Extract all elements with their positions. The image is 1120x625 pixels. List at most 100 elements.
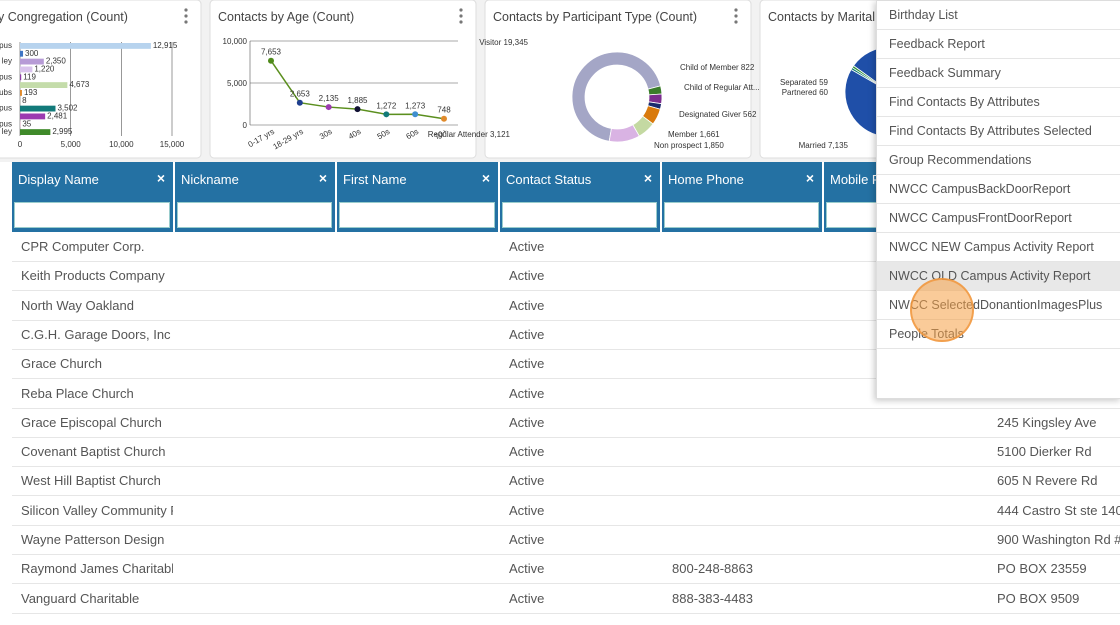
menu-item[interactable]: NWCC CampusFrontDoorReport	[877, 204, 1120, 233]
bar	[20, 66, 33, 73]
menu-item[interactable]: Group Recommendations	[877, 146, 1120, 175]
slice	[571, 51, 662, 142]
column-filter[interactable]	[177, 202, 332, 228]
point	[296, 99, 303, 106]
value-label: 1,220	[34, 65, 55, 74]
value-label: 4,673	[69, 80, 90, 89]
category-label: pus	[0, 104, 12, 113]
column-remove: ×	[481, 170, 490, 186]
cell: Active	[509, 444, 545, 460]
point	[383, 111, 390, 118]
column-title: Mobile P	[830, 172, 881, 187]
menu-item[interactable]: Birthday List	[877, 1, 1120, 30]
kebab-dot	[734, 20, 738, 24]
slice-label: Child of Member 822	[680, 63, 755, 72]
reports-menu: Birthday List Feedback Report Feedback Sum…	[876, 0, 1120, 399]
cell: CPR Computer Corp.	[21, 239, 145, 254]
cell: 245 Kingsley Ave	[997, 414, 1097, 430]
grid-row[interactable]: Wayne Patterson Design Active 900 Washingt…	[12, 525, 1120, 555]
slice-label: Separated 59	[780, 78, 829, 87]
grid-row[interactable]: C.G.H. Garage Doors, Inc Active	[12, 320, 1120, 350]
value-label: 1,885	[347, 96, 368, 105]
value-label: 193	[24, 88, 38, 97]
slice-name: Partnered	[782, 88, 817, 97]
bar	[20, 90, 22, 96]
kebab-dot	[734, 8, 738, 12]
cell: Active	[509, 356, 545, 372]
column-filter[interactable]	[14, 202, 170, 228]
column-header[interactable]: Contact Status ×	[500, 162, 662, 232]
grid-row[interactable]: Grace Episcopal Church Active 245 Kingsley…	[12, 408, 1120, 438]
grid-row[interactable]: Covenant Baptist Church Active 5100 Dierke…	[12, 437, 1120, 468]
column-remove: ×	[805, 170, 814, 186]
value-label: 748	[437, 106, 451, 115]
menu-item[interactable]: NWCC OLD Campus Activity Report	[877, 262, 1120, 291]
slice-label: Partnered 60	[782, 88, 829, 97]
column-filter[interactable]	[339, 202, 495, 228]
column-remove: ×	[643, 170, 652, 186]
widget-card	[484, 0, 752, 159]
column-header[interactable]: Home Phone ×	[662, 162, 824, 232]
column-header[interactable]: Display Name ×	[12, 162, 175, 232]
menu-item[interactable]: Feedback Report	[877, 30, 1120, 59]
column-header[interactable]: First Name ×	[337, 162, 500, 232]
cell: Active	[509, 297, 545, 313]
menu-item[interactable]: Feedback Summary	[877, 59, 1120, 88]
widget-card	[0, 0, 202, 159]
menu-item[interactable]: Find Contacts By Attributes Selected	[877, 117, 1120, 146]
category-label: pus	[0, 119, 12, 128]
cell: Active	[509, 239, 545, 254]
grid-row[interactable]: North Way Oakland Active	[12, 291, 1120, 321]
slice-name: Visitor	[479, 38, 501, 47]
y-tick-label: 5,000	[227, 79, 248, 88]
bar	[20, 82, 68, 88]
grid-row[interactable]: Vanguard Charitable Active 888-383-4483 PO …	[12, 584, 1120, 614]
kebab-dot	[184, 8, 188, 12]
column-filter[interactable]	[502, 202, 657, 228]
grid-row[interactable]: West Hill Baptist Church Active 605 N Reve…	[12, 466, 1120, 497]
cell: Active	[509, 326, 545, 342]
value-label: 35	[22, 119, 31, 128]
menu-item[interactable]: Find Contacts By Attributes	[877, 88, 1120, 117]
x-tick-label: 10,000	[109, 140, 134, 149]
kebab-dot	[459, 20, 463, 24]
slice-name: Member	[668, 130, 698, 139]
bar	[20, 50, 24, 57]
grid-row[interactable]: Raymond James Charitable Active 800-248-88…	[12, 554, 1120, 585]
slice-name: Child of Member	[680, 63, 739, 72]
y-tick-label: 0	[243, 121, 248, 130]
widget-title: Contacts by Participant Type (Count)	[493, 10, 697, 24]
grid-row[interactable]: Silicon Valley Community Fc Active 444 Cas…	[12, 496, 1120, 526]
slice-value: 822	[741, 63, 755, 72]
cell: Active	[509, 561, 545, 577]
value-label: 7,653	[261, 48, 282, 57]
grid-row[interactable]: Reba Place Church Active	[12, 379, 1120, 409]
cell: Silicon Valley Community Fc	[21, 502, 173, 518]
value-label: 8	[22, 96, 27, 105]
column-remove: ×	[156, 170, 165, 186]
cell: Raymond James Charitable	[21, 561, 173, 577]
column-header[interactable]: Nickname ×	[175, 162, 337, 232]
cell: Keith Products Company	[21, 268, 165, 284]
bar	[20, 129, 51, 135]
cell: PO BOX 23559	[997, 561, 1087, 577]
menu-item[interactable]: NWCC NEW Campus Activity Report	[877, 233, 1120, 262]
grid-row[interactable]: CPR Computer Corp. Active	[12, 232, 1120, 262]
column-filter[interactable]	[664, 202, 819, 228]
cell: West Hill Baptist Church	[21, 473, 161, 489]
point	[354, 106, 361, 113]
value-label: 2,995	[52, 127, 73, 136]
cell: 800-248-8863	[672, 561, 753, 577]
grid-row[interactable]: Grace Church Active	[12, 349, 1120, 380]
grid-row[interactable]: Keith Products Company Active	[12, 261, 1120, 292]
bar	[20, 105, 56, 112]
y-tick-label: 10,000	[223, 37, 248, 46]
menu-item[interactable]: NWCC CampusBackDoorReport	[877, 175, 1120, 204]
slice-name: Separated	[780, 78, 817, 87]
cell: North Way Oakland	[21, 297, 134, 313]
widget-title: y Congregation (Count)	[0, 10, 128, 24]
cell: Active	[509, 502, 545, 518]
cell: 900 Washington Rd #2	[997, 532, 1120, 547]
cell: Active	[509, 414, 545, 430]
